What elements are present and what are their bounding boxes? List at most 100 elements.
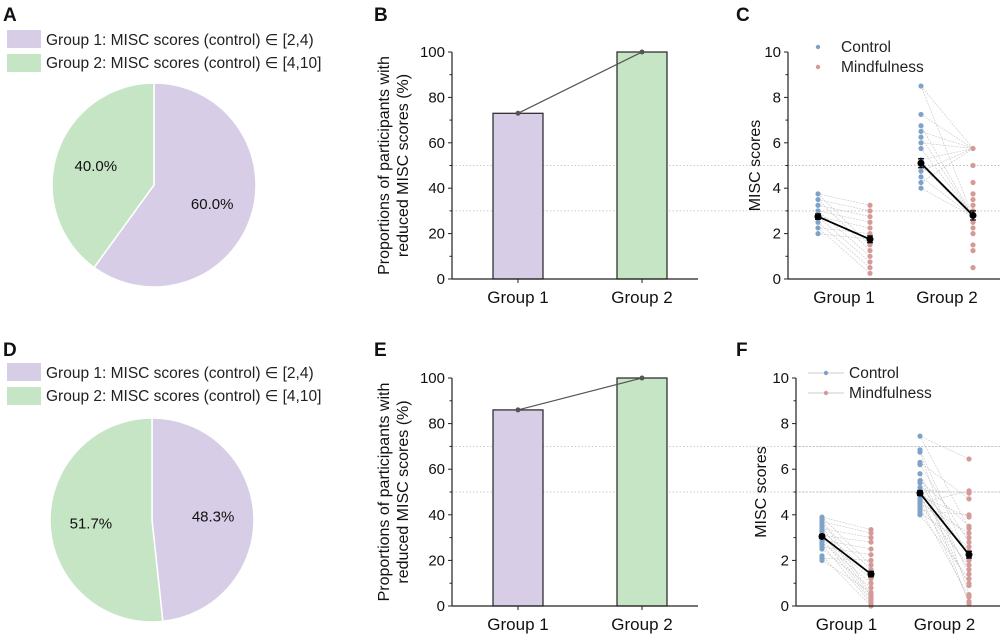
connector-line <box>517 377 643 411</box>
y-tick-label: 100 <box>420 370 445 387</box>
pair-line <box>821 526 872 598</box>
pair-line <box>919 505 970 566</box>
x-tick-label: Group 2 <box>916 288 977 307</box>
pair-line <box>920 176 974 217</box>
mindfulness-point <box>966 514 972 520</box>
mean-line <box>821 535 872 575</box>
mindfulness-point <box>970 219 976 225</box>
pair-line <box>821 539 872 550</box>
pair-line <box>919 490 970 504</box>
mindfulness-point <box>966 525 972 532</box>
pair-line <box>821 537 872 579</box>
mindfulness-point <box>867 265 873 271</box>
pair-line <box>920 148 974 217</box>
pair-line <box>920 125 974 217</box>
control-point <box>815 231 821 237</box>
mindfulness-point <box>970 162 976 169</box>
mean-line <box>817 215 871 241</box>
panel-a: A Group 1: MISC scores (control) ∈ [2,4)… <box>3 5 321 288</box>
panel-letter-f: F <box>736 340 748 361</box>
control-point <box>918 123 924 129</box>
pair-line <box>920 85 974 149</box>
control-point <box>918 83 924 89</box>
y-tick-label: 6 <box>781 461 789 478</box>
mindfulness-point <box>867 231 873 237</box>
mindfulness-point <box>966 496 972 502</box>
pair-line <box>821 541 872 584</box>
pair-line <box>919 494 970 602</box>
pair-line <box>821 516 872 530</box>
mindfulness-point <box>966 456 972 462</box>
pair-line <box>919 503 970 534</box>
y-tick-label: 100 <box>420 44 445 61</box>
mindfulness-point <box>966 576 972 582</box>
control-point <box>918 145 924 152</box>
pair-line <box>821 523 872 570</box>
y-tick-label: 20 <box>428 226 445 243</box>
x-tick-label: Group 1 <box>816 615 877 634</box>
y-tick-label: 80 <box>428 416 445 433</box>
panel-letter-d: D <box>3 340 17 361</box>
pair-line <box>817 227 871 234</box>
mindfulness-point <box>966 571 972 577</box>
pair-line <box>919 514 970 579</box>
control-point <box>918 140 924 146</box>
legend-label-group2: Group 2: MISC scores (control) ∈ [4,10] <box>46 55 321 72</box>
y-axis-title-line2: reduced MISC scores (%) <box>395 74 412 257</box>
pair-line <box>821 557 872 561</box>
pair-line <box>821 521 872 534</box>
mindfulness-point <box>966 582 972 589</box>
pair-line <box>821 537 872 602</box>
mindfulness-point <box>966 544 972 550</box>
y-tick-label: 4 <box>773 180 781 197</box>
pair-line <box>919 509 970 516</box>
mindfulness-point <box>966 566 972 573</box>
mean-point <box>867 570 875 578</box>
control-point <box>918 134 924 140</box>
pair-line <box>821 560 872 593</box>
legend-label-group2: Group 2: MISC scores (control) ∈ [4,10] <box>46 388 321 405</box>
legend-label-mindfulness: Mindfulness <box>841 59 924 76</box>
y-tick-label: 4 <box>781 507 789 524</box>
mindfulness-point <box>966 535 972 541</box>
connector-point <box>515 110 521 116</box>
mindfulness-point <box>970 145 976 152</box>
mean-point <box>916 489 924 497</box>
y-axis-title: MISC scores <box>747 120 764 212</box>
pair-line <box>817 193 871 206</box>
mindfulness-point <box>867 208 873 214</box>
y-tick-label: 0 <box>773 271 781 288</box>
control-point <box>815 191 821 197</box>
control-point <box>819 546 825 552</box>
paired-scatter-c: 0 2 4 6 8 10 Group 1 Group 2 MISC scores Control M… <box>747 39 1000 307</box>
mindfulness-point <box>970 231 976 237</box>
mindfulness-point <box>966 490 972 496</box>
legend-swatch-group2 <box>7 54 41 72</box>
pair-line <box>920 114 974 149</box>
control-point <box>917 433 923 439</box>
pair-line <box>919 507 970 598</box>
mindfulness-point <box>966 539 972 545</box>
mindfulness-point <box>868 562 874 568</box>
control-point <box>819 557 825 564</box>
pie-slice-group-1 <box>92 82 257 288</box>
mindfulness-point <box>970 202 976 208</box>
control-point <box>917 462 923 468</box>
y-tick-label: 0 <box>781 598 789 615</box>
y-tick-label: 60 <box>428 135 445 152</box>
mindfulness-point <box>966 601 972 607</box>
pair-line <box>920 148 974 172</box>
mindfulness-point <box>867 213 873 220</box>
legend-swatch-group1 <box>7 363 41 381</box>
mindfulness-point <box>970 248 976 254</box>
pair-line <box>920 85 974 217</box>
pair-line <box>919 449 970 561</box>
mean-point <box>965 551 973 559</box>
mindfulness-point <box>867 248 873 254</box>
pair-line <box>920 148 974 161</box>
bar-group-2 <box>616 51 668 280</box>
control-point <box>917 449 923 455</box>
mean-line <box>920 162 974 217</box>
bar-group-2 <box>616 377 668 607</box>
